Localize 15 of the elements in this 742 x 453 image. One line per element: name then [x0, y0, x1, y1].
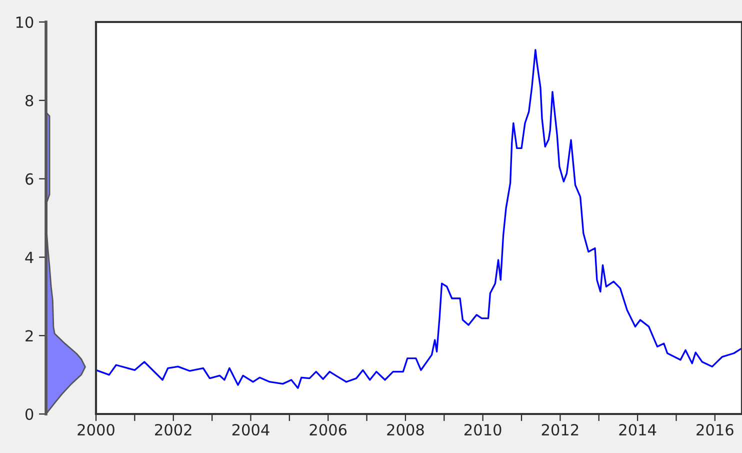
- y-tick-label: 8: [26, 94, 34, 106]
- x-tick-label: 2002: [155, 424, 192, 436]
- x-tick-label: 2012: [542, 424, 578, 436]
- x-tick-label: 2000: [78, 424, 114, 436]
- x-tick-label: 2016: [696, 424, 734, 436]
- x-tick-label: 2004: [232, 424, 270, 436]
- x-tick-label: 2008: [387, 424, 424, 436]
- y-tick-label: 4: [25, 252, 34, 264]
- x-tick-label: 2010: [464, 424, 502, 436]
- y-tick-label: 0: [25, 408, 34, 420]
- y-tick-label: 6: [26, 173, 34, 185]
- x-tick-label: 2006: [310, 424, 347, 436]
- y-tick-label: 2: [26, 330, 33, 342]
- y-tick-label: 10: [16, 16, 34, 28]
- x-tick-label: 2014: [619, 424, 656, 436]
